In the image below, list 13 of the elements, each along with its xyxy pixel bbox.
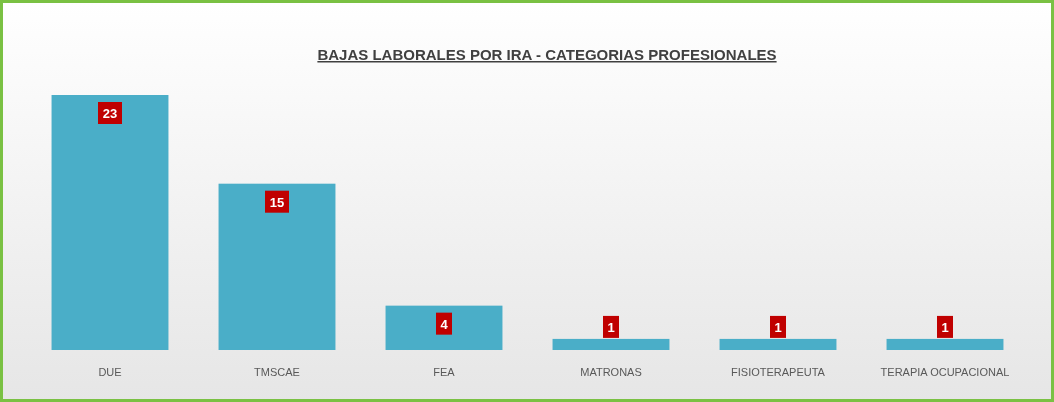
x-tick-label: TMSCAE <box>254 366 300 378</box>
data-label: 1 <box>941 319 949 335</box>
chart-title: BAJAS LABORALES POR IRA - CATEGORIAS PROFESIONALES <box>317 46 777 63</box>
x-tick-label: FEA <box>433 366 456 378</box>
x-tick-label: TERAPIA OCUPACIONAL <box>880 366 1010 378</box>
x-tick-label: DUE <box>98 366 122 378</box>
data-label: 1 <box>607 319 615 335</box>
x-tick-label: MATRONAS <box>580 366 642 378</box>
data-label: 15 <box>269 194 285 210</box>
x-tick-label: FISIOTERAPEUTA <box>731 366 826 378</box>
data-label: 23 <box>102 106 118 121</box>
data-label: 1 <box>774 319 782 335</box>
data-label: 4 <box>440 316 449 332</box>
